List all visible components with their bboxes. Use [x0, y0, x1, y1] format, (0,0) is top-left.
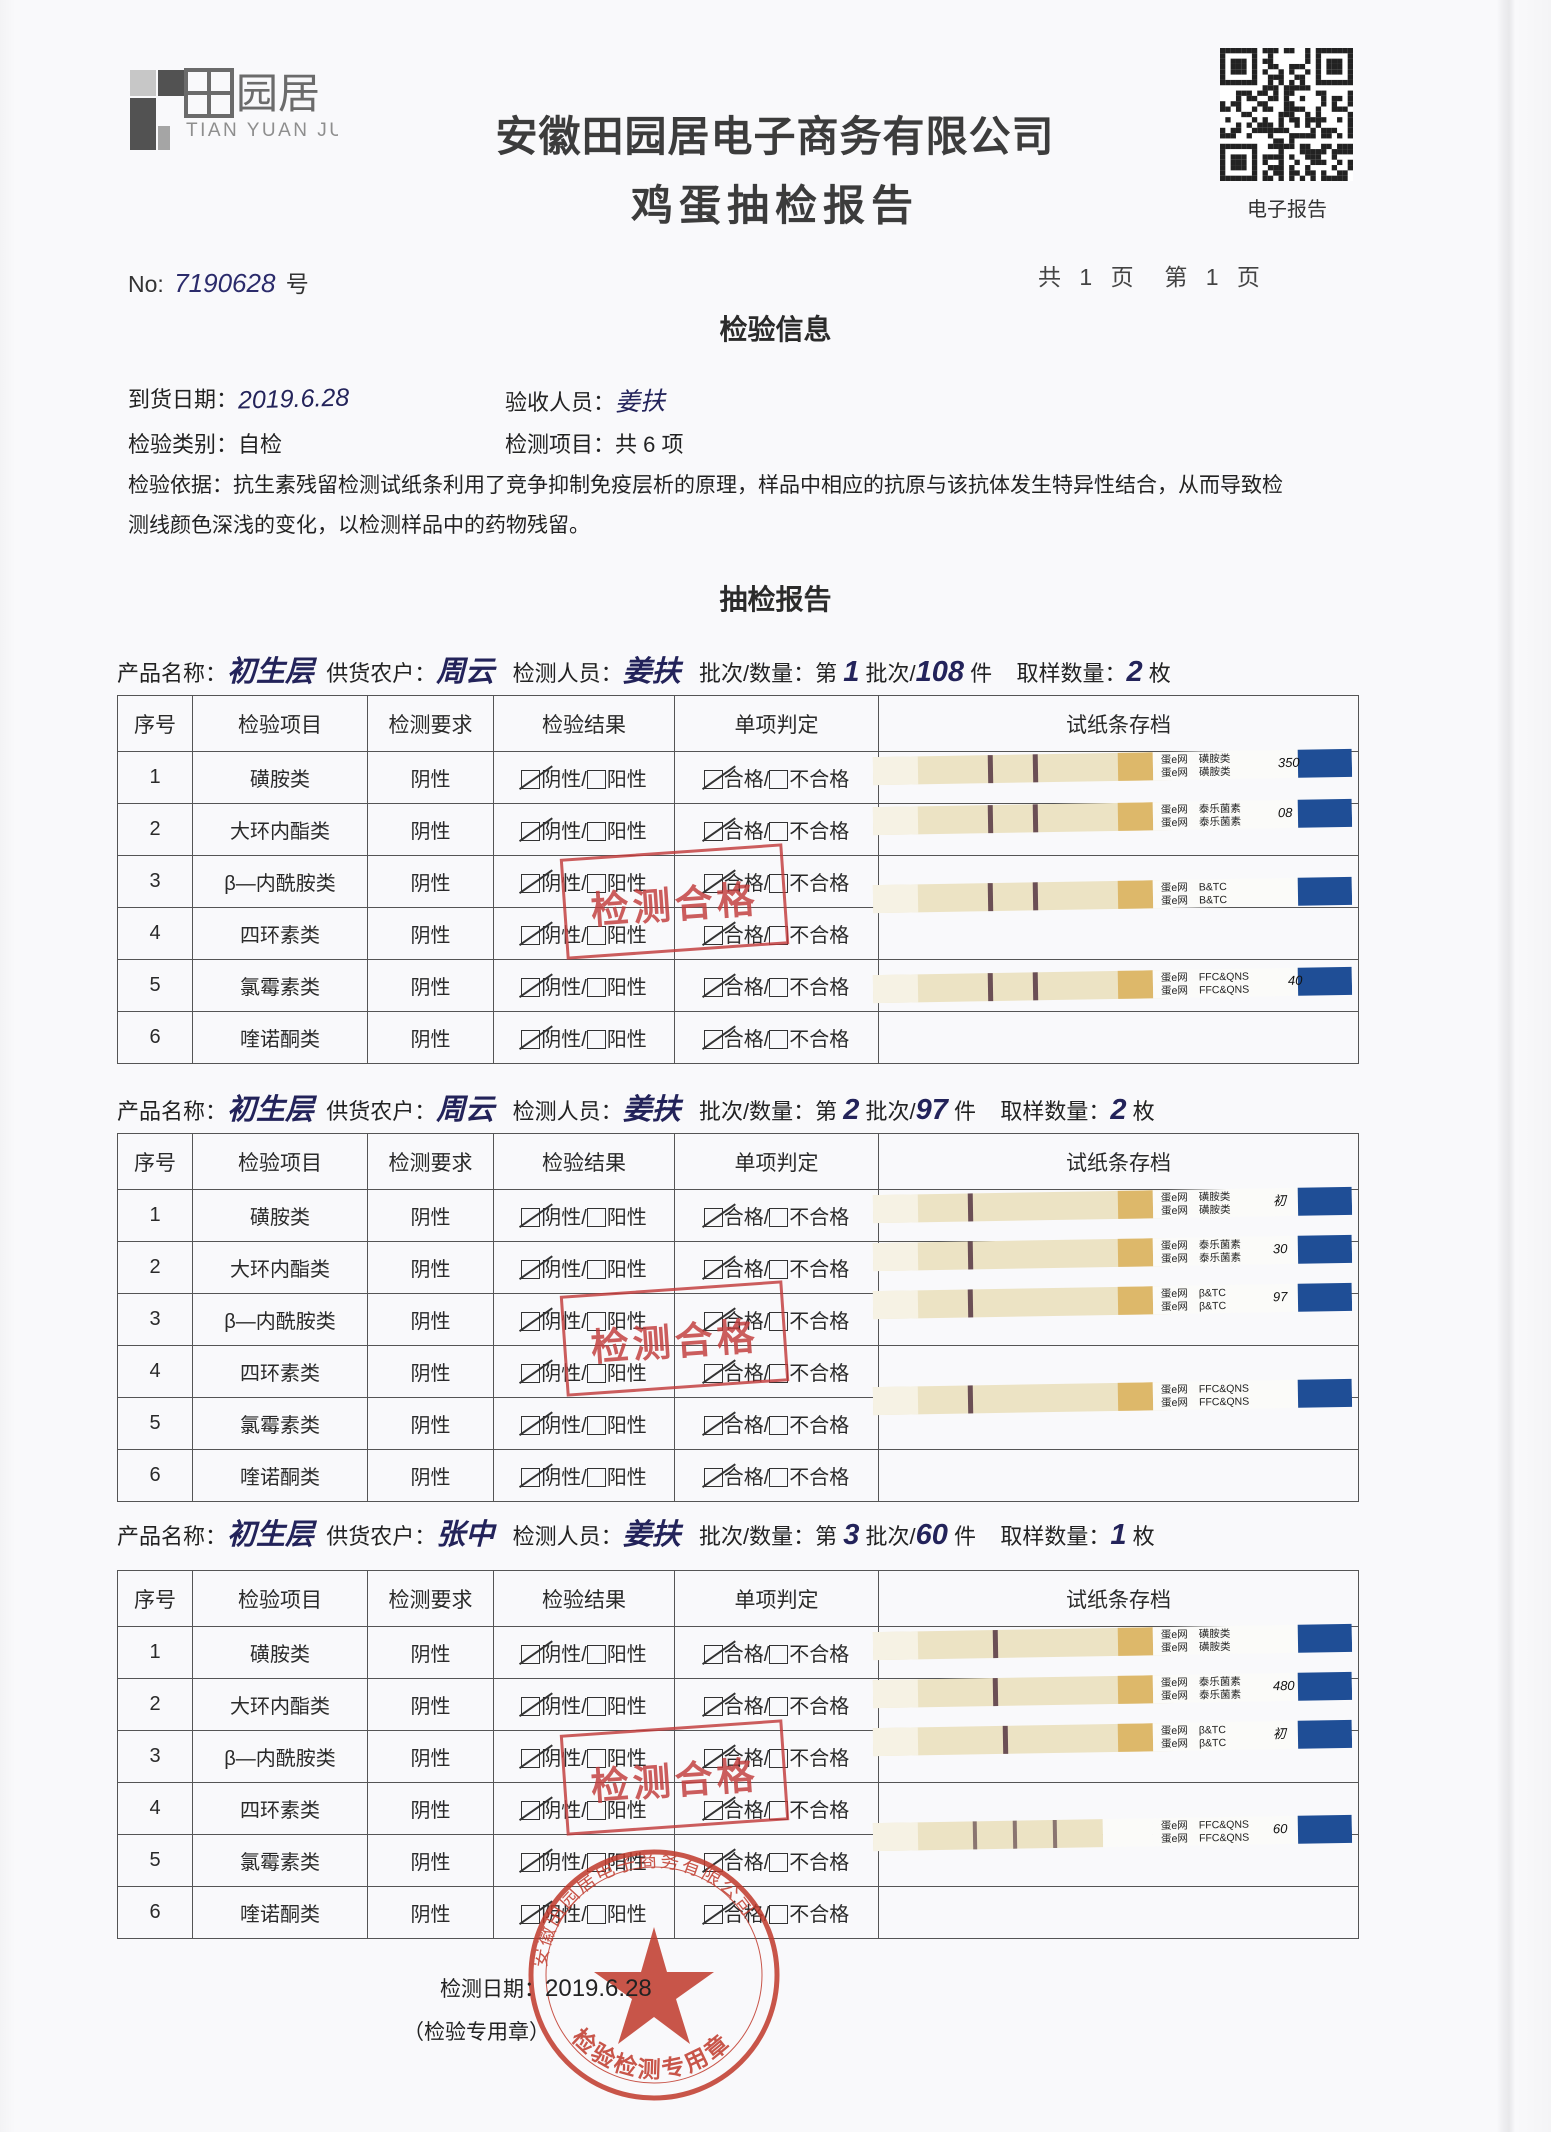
- svg-text:FFC&QNS: FFC&QNS: [1199, 984, 1249, 997]
- svg-text:磺胺类: 磺胺类: [1199, 752, 1231, 766]
- svg-text:磺胺类: 磺胺类: [1199, 1640, 1231, 1654]
- svg-text:蛋e网: 蛋e网: [1161, 1690, 1188, 1702]
- svg-text:08: 08: [1278, 805, 1293, 820]
- svg-text:蛋e网: 蛋e网: [1161, 1253, 1188, 1265]
- svg-text:磺胺类: 磺胺类: [1199, 1190, 1231, 1204]
- svg-text:97: 97: [1273, 1289, 1288, 1304]
- svg-text:泰乐菌素: 泰乐菌素: [1199, 802, 1241, 816]
- svg-text:FFC&QNS: FFC&QNS: [1199, 1396, 1249, 1409]
- svg-text:480: 480: [1273, 1678, 1296, 1693]
- svg-text:蛋e网: 蛋e网: [1161, 1192, 1188, 1204]
- svg-text:园居: 园居: [236, 70, 320, 117]
- svg-text:40: 40: [1288, 973, 1303, 988]
- svg-text:蛋e网: 蛋e网: [1161, 1629, 1188, 1641]
- svg-text:蛋e网: 蛋e网: [1161, 1240, 1188, 1252]
- svg-text:蛋e网: 蛋e网: [1161, 1205, 1188, 1217]
- svg-text:B&TC: B&TC: [1199, 894, 1228, 906]
- svg-text:蛋e网: 蛋e网: [1161, 985, 1188, 997]
- svg-text:蛋e网: 蛋e网: [1161, 972, 1188, 984]
- svg-text:初: 初: [1273, 1193, 1288, 1208]
- svg-text:β&TC: β&TC: [1199, 1737, 1227, 1749]
- svg-text:泰乐菌素: 泰乐菌素: [1199, 815, 1241, 829]
- svg-text:蛋e网: 蛋e网: [1161, 804, 1188, 816]
- svg-text:蛋e网: 蛋e网: [1161, 1397, 1188, 1409]
- svg-text:蛋e网: 蛋e网: [1161, 1642, 1188, 1654]
- svg-text:FFC&QNS: FFC&QNS: [1199, 1832, 1249, 1845]
- svg-text:FFC&QNS: FFC&QNS: [1199, 1383, 1249, 1396]
- svg-text:蛋e网: 蛋e网: [1161, 767, 1188, 779]
- svg-text:60: 60: [1273, 1821, 1288, 1836]
- svg-text:磺胺类: 磺胺类: [1199, 1203, 1231, 1217]
- svg-text:泰乐菌素: 泰乐菌素: [1199, 1251, 1241, 1265]
- svg-text:β&TC: β&TC: [1199, 1287, 1227, 1299]
- svg-text:β&TC: β&TC: [1199, 1300, 1227, 1312]
- svg-text:TIAN YUAN JU: TIAN YUAN JU: [186, 120, 338, 141]
- svg-text:蛋e网: 蛋e网: [1161, 1820, 1188, 1832]
- svg-text:蛋e网: 蛋e网: [1161, 882, 1188, 894]
- svg-text:泰乐菌素: 泰乐菌素: [1199, 1688, 1241, 1702]
- svg-text:安徽田园居电子商务有限公司: 安徽田园居电子商务有限公司: [529, 1850, 760, 1969]
- svg-text:蛋e网: 蛋e网: [1161, 817, 1188, 829]
- svg-text:泰乐菌素: 泰乐菌素: [1199, 1238, 1241, 1252]
- svg-text:蛋e网: 蛋e网: [1161, 1833, 1188, 1845]
- svg-text:蛋e网: 蛋e网: [1161, 754, 1188, 766]
- svg-text:β&TC: β&TC: [1199, 1724, 1227, 1736]
- svg-text:泰乐菌素: 泰乐菌素: [1199, 1675, 1241, 1689]
- svg-text:FFC&QNS: FFC&QNS: [1199, 971, 1249, 984]
- svg-text:初: 初: [1273, 1726, 1288, 1741]
- svg-text:蛋e网: 蛋e网: [1161, 895, 1188, 907]
- svg-text:蛋e网: 蛋e网: [1161, 1677, 1188, 1689]
- svg-text:蛋e网: 蛋e网: [1161, 1738, 1188, 1750]
- svg-text:检验检测专用章: 检验检测专用章: [567, 2024, 736, 2083]
- svg-text:B&TC: B&TC: [1199, 881, 1228, 893]
- svg-text:蛋e网: 蛋e网: [1161, 1384, 1188, 1396]
- svg-text:蛋e网: 蛋e网: [1161, 1288, 1188, 1300]
- svg-text:350: 350: [1278, 755, 1301, 770]
- svg-text:30: 30: [1273, 1241, 1288, 1256]
- svg-text:磺胺类: 磺胺类: [1199, 765, 1231, 779]
- svg-text:磺胺类: 磺胺类: [1199, 1627, 1231, 1641]
- svg-text:蛋e网: 蛋e网: [1161, 1725, 1188, 1737]
- svg-text:FFC&QNS: FFC&QNS: [1199, 1819, 1249, 1832]
- svg-text:蛋e网: 蛋e网: [1161, 1301, 1188, 1313]
